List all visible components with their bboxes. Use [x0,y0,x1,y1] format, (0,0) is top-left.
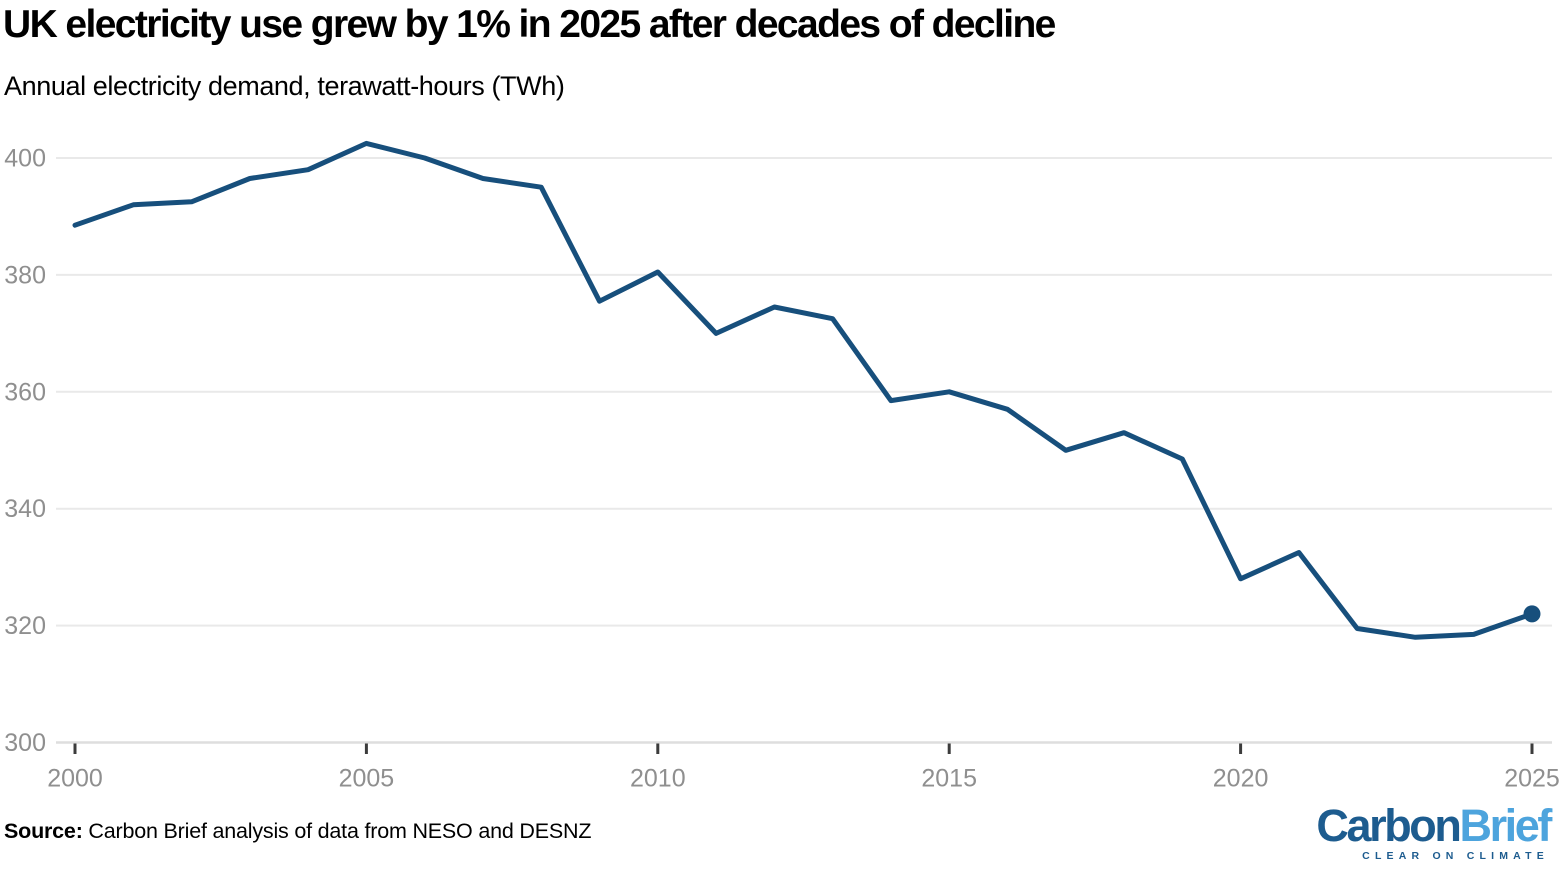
demand-line [72,140,1535,640]
chart-subtitle: Annual electricity demand, terawatt-hour… [4,71,565,101]
chart-title: UK electricity use grew by 1% in 2025 af… [3,3,1056,46]
x-tick-label: 2010 [630,765,686,793]
y-tick-label: 360 [4,378,46,406]
carbonbrief-logo-wordmark: CarbonBrief [1316,800,1552,851]
source-label: Source: [4,819,83,843]
x-tick-label: 2005 [339,765,395,793]
y-tick-label: 300 [4,729,46,757]
logo-tagline: CLEAR ON CLIMATE [1362,850,1549,862]
x-tick-label: 2020 [1213,765,1269,793]
source-text: Carbon Brief analysis of data from NESO … [82,819,592,843]
y-tick-label: 380 [4,261,46,289]
logo-carbon-text: Carbon [1316,800,1462,851]
y-tick-label: 320 [4,612,46,640]
carbonbrief-logo: CarbonBrief CLEAR ON CLIMATE [1316,800,1552,863]
end-point-marker [1523,605,1541,623]
x-tick-label: 2015 [921,765,977,793]
logo-brief-text: Brief [1459,800,1552,851]
x-tick-label: 2000 [47,765,103,793]
x-tick-label: 2025 [1504,765,1560,793]
y-tick-label: 400 [4,145,46,173]
y-tick-label: 340 [4,495,46,523]
source-note: Source: Carbon Brief analysis of data fr… [4,819,591,844]
